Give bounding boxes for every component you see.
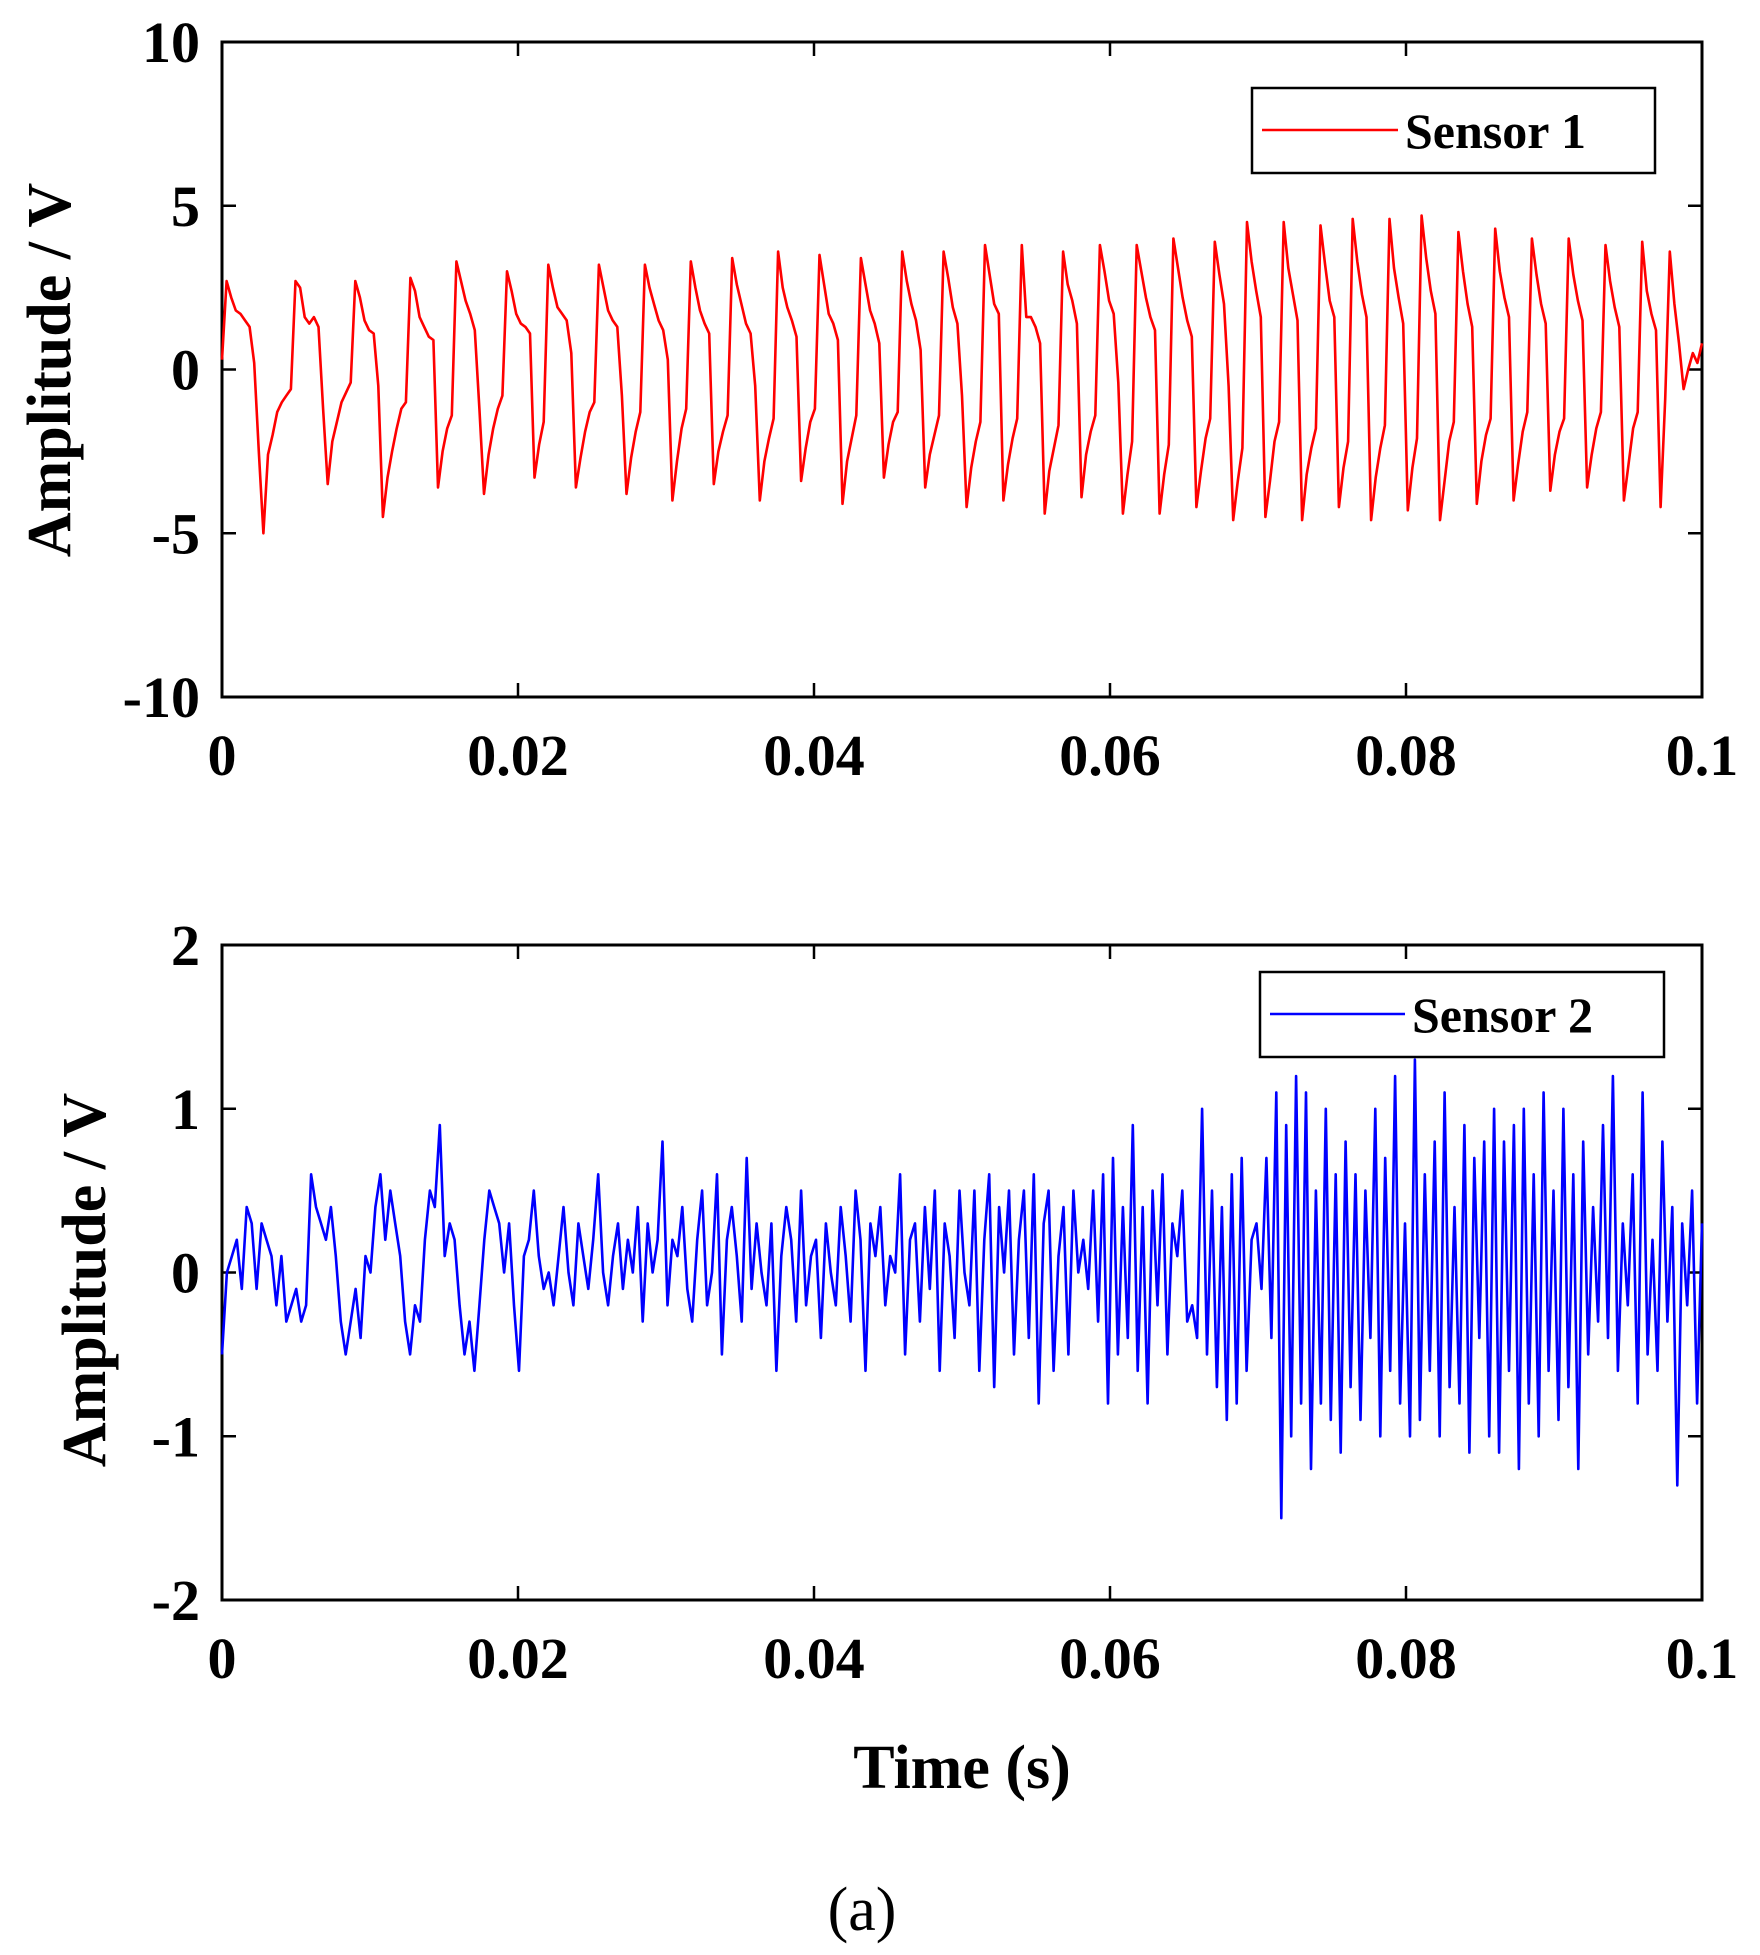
chart-bottom: 0 0.02 0.04 0.06 0.08 0.1 -2 -1 0 1 2 Sensor 2 Amp… [51, 913, 1738, 1802]
ticks-bottom: 0 0.02 0.04 0.06 0.08 0.1 -2 -1 0 1 2 [152, 913, 1739, 1691]
figure-caption: (a) [828, 1876, 897, 1944]
y-tick-label: -2 [152, 1568, 200, 1633]
y-tick-label: 0 [171, 338, 200, 403]
x-axis-title-bottom: Time (s) [853, 1734, 1071, 1802]
x-tick-label: 0.1 [1666, 723, 1739, 788]
y-tick-label: -5 [152, 501, 200, 566]
x-tick-label: 0.04 [763, 723, 865, 788]
y-axis-title-top: Amplitude / V [16, 183, 84, 558]
series-group-bottom [220, 1058, 1704, 1520]
series-line-sensor-2 [220, 1058, 1704, 1520]
y-tick-label: 2 [171, 913, 200, 978]
ticks-top: 0 0.02 0.04 0.06 0.08 0.1 -10 -5 0 5 10 [123, 10, 1739, 788]
legend-label-sensor-2: Sensor 2 [1412, 987, 1593, 1043]
y-tick-label: 5 [171, 174, 200, 239]
legend-top: Sensor 1 [1250, 86, 1657, 175]
chart-top: 0 0.02 0.04 0.06 0.08 0.1 -10 -5 0 5 10 Sensor 1 A… [16, 10, 1738, 788]
y-tick-label: 0 [171, 1241, 200, 1306]
series-line-sensor-1 [220, 214, 1704, 535]
legend-bottom: Sensor 2 [1258, 970, 1666, 1059]
series-group-top [220, 214, 1704, 535]
x-tick-label: 0.02 [467, 1626, 569, 1691]
x-tick-label: 0.08 [1355, 723, 1457, 788]
x-tick-label: 0 [208, 723, 237, 788]
y-axis-title-bottom: Amplitude / V [51, 1093, 119, 1468]
y-tick-label: -1 [152, 1404, 200, 1469]
x-tick-label: 0.06 [1059, 723, 1161, 788]
x-tick-label: 0 [208, 1626, 237, 1691]
legend-label-sensor-1: Sensor 1 [1405, 103, 1586, 159]
y-tick-label: 10 [142, 10, 200, 75]
x-tick-label: 0.08 [1355, 1626, 1457, 1691]
y-tick-label: 1 [171, 1077, 200, 1142]
x-tick-label: 0.04 [763, 1626, 865, 1691]
y-tick-label: -10 [123, 665, 200, 730]
x-tick-label: 0.06 [1059, 1626, 1161, 1691]
x-tick-label: 0.1 [1666, 1626, 1739, 1691]
x-tick-label: 0.02 [467, 723, 569, 788]
